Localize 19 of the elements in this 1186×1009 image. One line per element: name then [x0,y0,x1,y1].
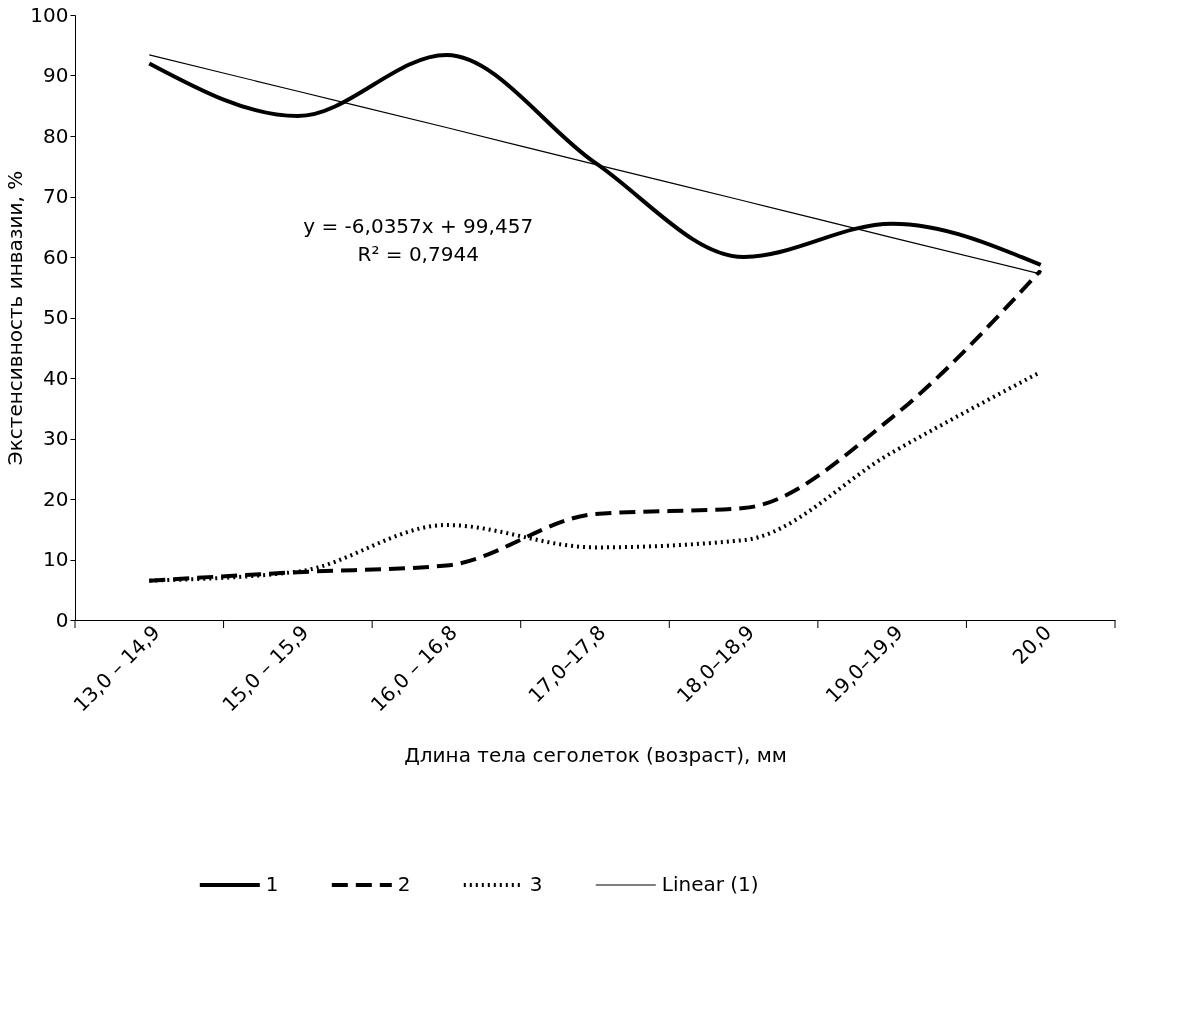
y-tick-label: 40 [43,365,69,390]
y-tick-label: 100 [30,2,69,27]
y-tick-label: 70 [43,184,69,208]
x-axis-title: Длина тела сеголеток (возраст), мм [404,742,787,767]
y-tick-label: 10 [43,547,69,571]
y-tick-label: 80 [43,123,69,148]
y-tick-label: 60 [43,244,69,269]
y-tick-label: 0 [55,607,69,632]
annotation: R² = 0,7944 [357,241,479,266]
y-tick-label: 30 [43,426,69,450]
y-tick-label: 90 [43,63,69,87]
legend-label: 3 [529,872,543,896]
legend-label: Linear (1) [661,872,759,896]
legend-label: 1 [265,872,279,896]
legend-label: 2 [397,872,411,896]
annotation: y = -6,0357x + 99,457 [303,213,534,238]
y-tick-label: 20 [43,486,69,511]
y-axis-title: Экстенсивность инвазии, % [3,170,28,466]
y-tick-label: 50 [43,305,69,329]
